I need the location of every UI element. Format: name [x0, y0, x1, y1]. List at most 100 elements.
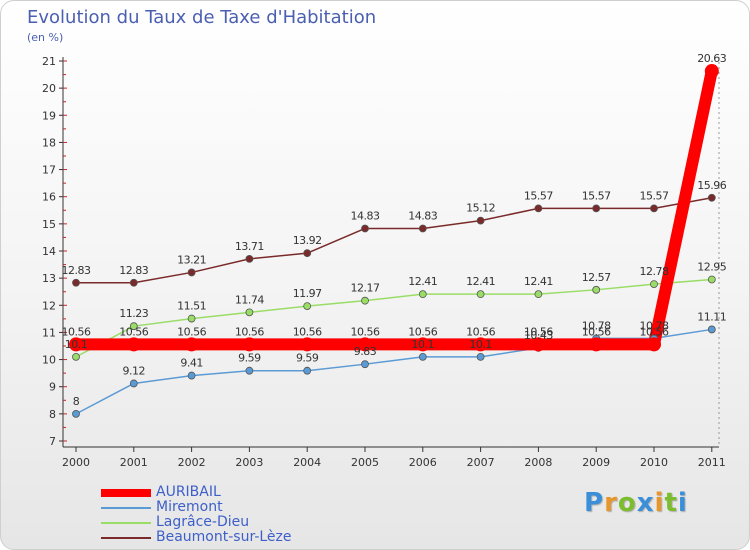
series-point	[650, 204, 658, 213]
y-tick-label: 21	[42, 55, 56, 68]
series-point	[300, 337, 315, 352]
data-label: 11.97	[293, 287, 322, 300]
series-point	[245, 308, 254, 317]
data-label: 9.12	[123, 364, 146, 377]
data-label: 9.59	[296, 352, 319, 365]
series-point	[476, 216, 485, 225]
x-tick-label: 2004	[293, 456, 321, 469]
x-tick-label: 2001	[120, 456, 148, 469]
series-line-0	[76, 69, 718, 351]
series-point	[473, 337, 488, 352]
logo-letter: r	[604, 488, 618, 518]
series-point	[592, 204, 601, 213]
data-label: 10.1	[65, 338, 88, 351]
axes-group: 7 8 9 10 11 12 13 14 15 16 17 18 19 20 21 2000 2001 2002 2…	[42, 55, 726, 469]
legend-item: Miremont	[101, 499, 361, 516]
series-point	[707, 193, 716, 202]
data-label: 15.57	[640, 189, 669, 202]
series-point	[418, 290, 427, 299]
data-label: 12.41	[408, 275, 437, 288]
series-point	[69, 337, 83, 352]
y-tick-label: 14	[42, 245, 56, 258]
series-points-group	[69, 64, 719, 418]
data-label: 10.56	[62, 325, 91, 338]
y-tick-label: 10	[42, 354, 56, 367]
data-label: 14.83	[408, 209, 437, 222]
chart-title: Evolution du Taux de Taxe d'Habitation	[27, 7, 377, 28]
series-point	[418, 224, 427, 233]
series-line-3	[76, 197, 712, 284]
data-label: 8	[73, 395, 80, 408]
series-point	[592, 285, 601, 294]
series-point	[415, 337, 430, 352]
series-point	[303, 249, 312, 258]
data-label: 9.41	[180, 357, 203, 370]
series-point	[418, 352, 427, 361]
data-label: 12.41	[524, 275, 553, 288]
data-label: 9.83	[354, 345, 377, 358]
data-label: 15.57	[582, 189, 611, 202]
legend-swatch	[101, 507, 151, 509]
data-label: 12.83	[62, 264, 91, 277]
x-tick-label: 2005	[351, 456, 379, 469]
legend-swatch	[101, 489, 151, 497]
legend-label: Miremont	[156, 499, 223, 515]
y-tick-label: 12	[42, 299, 56, 312]
data-label: 10.56	[466, 325, 495, 338]
data-label: 12.41	[466, 275, 495, 288]
series-point	[650, 280, 658, 289]
series-point	[126, 337, 141, 352]
series-point	[589, 337, 604, 352]
data-label: 10.56	[177, 325, 206, 338]
series-point	[72, 352, 80, 361]
series-point	[534, 290, 543, 299]
y-tick-label: 8	[49, 408, 56, 421]
logo-letter: i	[654, 488, 665, 518]
data-label: 10.56	[351, 325, 380, 338]
data-label: 10.56	[293, 325, 322, 338]
series-point	[534, 204, 543, 213]
legend-swatch	[101, 537, 151, 539]
x-tick-label: 2003	[235, 456, 263, 469]
y-tick-label: 16	[42, 191, 56, 204]
y-tick-label: 7	[49, 435, 56, 448]
series-lines-group	[75, 69, 718, 415]
data-label: 12.83	[119, 264, 148, 277]
data-label: 13.92	[293, 234, 322, 247]
data-label: 10.56	[119, 325, 148, 338]
series-point	[187, 314, 196, 323]
series-point	[245, 366, 254, 375]
data-label: 10.56	[524, 325, 553, 338]
legend-label: Beaumont-sur-Lèze	[156, 529, 292, 545]
data-label: 12.57	[582, 271, 611, 284]
x-tick-label: 2000	[62, 456, 90, 469]
data-label: 10.1	[412, 338, 435, 351]
x-tick-label: 2006	[409, 456, 437, 469]
x-tick-label: 2011	[698, 456, 726, 469]
series-point	[476, 352, 485, 361]
series-point	[303, 302, 312, 311]
series-point	[361, 224, 369, 233]
series-point	[704, 64, 719, 79]
data-label: 10.56	[235, 325, 264, 338]
series-point	[129, 379, 138, 388]
data-label: 12.95	[697, 261, 726, 274]
series-point	[647, 337, 661, 352]
series-point	[303, 366, 312, 375]
series-point	[361, 360, 369, 369]
x-tick-label: 2007	[467, 456, 495, 469]
data-label: 10.56	[582, 325, 611, 338]
series-point	[187, 371, 196, 380]
series-point	[129, 322, 138, 331]
y-tick-label: 9	[49, 381, 56, 394]
x-tick-label: 2002	[178, 456, 206, 469]
y-tick-label: 11	[42, 326, 56, 339]
data-label: 11.23	[119, 307, 148, 320]
y-tick-label: 18	[42, 136, 56, 149]
data-label: 13.21	[177, 253, 206, 266]
data-label: 10.78	[640, 319, 669, 332]
data-label: 15.57	[524, 189, 553, 202]
series-point	[707, 275, 716, 284]
